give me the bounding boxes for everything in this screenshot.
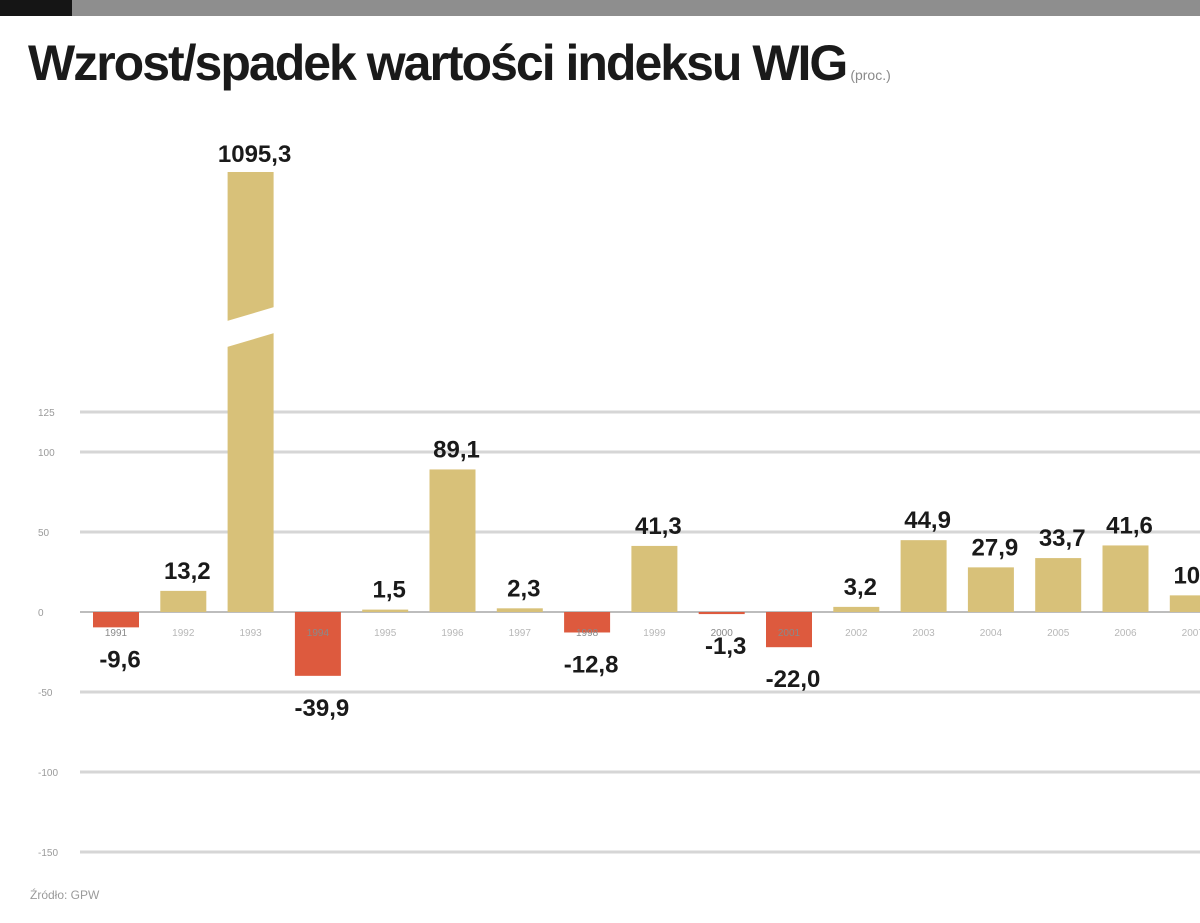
bar — [766, 612, 812, 648]
data-label: 10,4 — [1173, 562, 1200, 589]
category-label: 2003 — [912, 628, 935, 639]
bar — [1102, 545, 1149, 612]
category-label: 2004 — [980, 628, 1003, 639]
chart-title: Wzrost/spadek wartości indeksu WIG (proc.… — [28, 34, 891, 92]
data-label: 41,3 — [635, 513, 682, 540]
category-label: 2006 — [1114, 628, 1137, 639]
category-label: 1997 — [509, 628, 532, 639]
y-tick-label: -100 — [38, 768, 58, 779]
y-tick-label: 50 — [38, 528, 50, 539]
bar — [967, 567, 1014, 612]
category-label: 2002 — [845, 628, 868, 639]
data-label: -22,0 — [766, 666, 821, 693]
top-bar-accent — [0, 0, 72, 16]
top-bar — [0, 0, 1200, 16]
category-label: 1994 — [307, 628, 330, 639]
bar — [93, 612, 139, 628]
chart-unit: (proc.) — [850, 67, 891, 83]
data-label: 13,2 — [164, 558, 211, 585]
source-note: Źródło: GPW — [30, 888, 100, 902]
data-label: 27,9 — [972, 534, 1019, 561]
bar — [362, 609, 409, 612]
bar — [160, 590, 207, 612]
y-tick-label: 125 — [38, 408, 55, 419]
bar — [631, 545, 678, 612]
data-label: 33,7 — [1039, 525, 1086, 552]
category-label: 1996 — [441, 628, 464, 639]
data-label: 1,5 — [373, 577, 406, 604]
category-label: 1991 — [105, 628, 128, 639]
y-tick-label: 0 — [38, 608, 44, 619]
category-label: 2000 — [711, 628, 734, 639]
data-label: 89,1 — [433, 436, 480, 463]
bar — [833, 606, 880, 612]
category-label: 1995 — [374, 628, 397, 639]
data-label: 2,3 — [507, 575, 540, 602]
bar — [1035, 558, 1082, 612]
category-label: 1993 — [239, 628, 262, 639]
data-label: -9,6 — [99, 646, 140, 673]
data-label: 3,2 — [844, 574, 877, 601]
y-tick-label: 100 — [38, 448, 55, 459]
bar — [900, 540, 947, 612]
y-tick-label: -150 — [38, 848, 58, 859]
bar — [227, 172, 274, 612]
category-label: 1999 — [643, 628, 666, 639]
data-label: -12,8 — [564, 651, 619, 678]
category-label: 2007 — [1182, 628, 1200, 639]
bar — [564, 612, 611, 633]
bar — [294, 612, 341, 676]
category-label: 2001 — [778, 628, 801, 639]
bar — [1169, 595, 1200, 612]
category-label: 2005 — [1047, 628, 1070, 639]
bar — [698, 612, 745, 615]
data-label: 41,6 — [1106, 512, 1153, 539]
axis-break-mark — [223, 306, 278, 348]
bar — [496, 608, 543, 612]
bar — [429, 469, 476, 612]
data-label: 1095,3 — [218, 141, 291, 168]
category-label: 1992 — [172, 628, 195, 639]
data-label: -39,9 — [295, 695, 350, 722]
y-tick-label: -50 — [38, 688, 53, 699]
category-label: 1998 — [576, 628, 599, 639]
data-label: 44,9 — [904, 507, 951, 534]
data-label: -1,3 — [705, 633, 746, 660]
chart-title-text: Wzrost/spadek wartości indeksu WIG — [28, 35, 848, 91]
